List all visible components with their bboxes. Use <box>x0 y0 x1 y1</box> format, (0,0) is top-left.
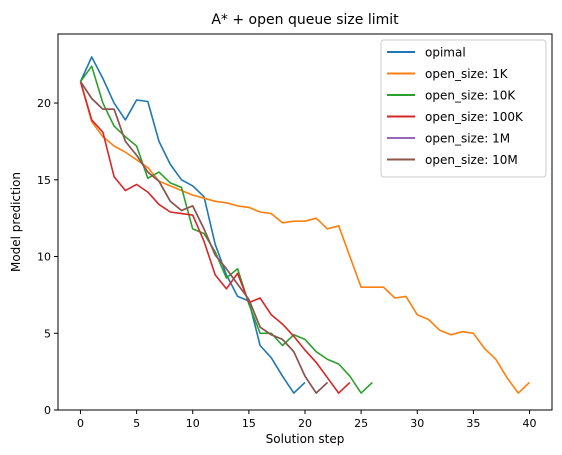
x-tick-label: 25 <box>354 417 368 430</box>
series-line-0 <box>79 56 306 394</box>
series-layer <box>79 56 531 394</box>
series-line-5 <box>79 81 329 394</box>
y-axis-label: Model prediction <box>9 172 23 272</box>
series-line-2 <box>79 65 373 394</box>
x-tick-label: 35 <box>466 417 480 430</box>
y-tick-label: 15 <box>37 174 51 187</box>
x-tick-label: 15 <box>242 417 256 430</box>
legend-label-0: opimal <box>425 46 466 60</box>
y-tick-label: 5 <box>44 327 51 340</box>
x-axis-label: Solution step <box>266 432 345 446</box>
x-tick-label: 10 <box>186 417 200 430</box>
legend-label-5: open_size: 10M <box>425 153 518 167</box>
x-axis-ticks: 0 5 10 15 20 25 30 35 40 <box>77 410 537 430</box>
legend-label-3: open_size: 100K <box>425 110 524 124</box>
y-axis-ticks: 0 5 10 15 20 <box>37 97 58 417</box>
chart-title: A* + open queue size limit <box>211 12 399 28</box>
x-tick-label: 5 <box>133 417 140 430</box>
legend-label-4: open_size: 1M <box>425 132 510 146</box>
x-tick-label: 20 <box>298 417 312 430</box>
x-tick-label: 40 <box>523 417 537 430</box>
y-tick-label: 10 <box>37 251 51 264</box>
series-line-1 <box>79 81 531 394</box>
x-tick-label: 0 <box>77 417 84 430</box>
x-tick-label: 30 <box>410 417 424 430</box>
legend-label-2: open_size: 10K <box>425 89 516 103</box>
y-tick-label: 20 <box>37 97 51 110</box>
y-tick-label: 0 <box>44 404 51 417</box>
legend-box <box>380 39 547 178</box>
series-line-3 <box>79 81 351 394</box>
legend-label-1: open_size: 1K <box>425 67 509 81</box>
legend: opimal open_size: 1K open_size: 10K open_si… <box>380 39 547 178</box>
